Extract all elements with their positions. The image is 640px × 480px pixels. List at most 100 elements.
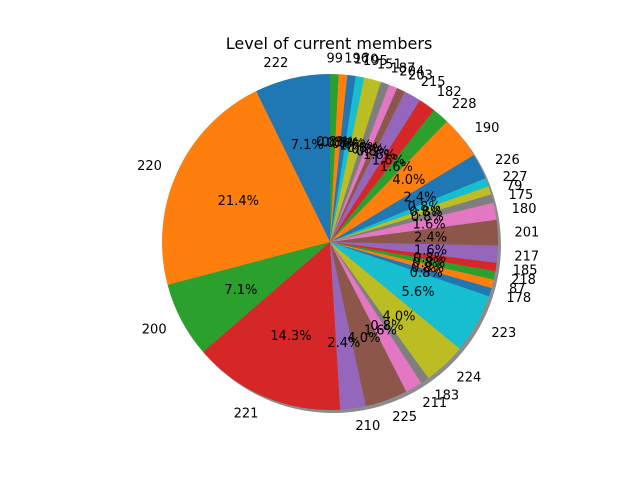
category-label-226: 226 bbox=[495, 153, 520, 168]
slice-224 bbox=[330, 242, 460, 379]
percent-label-225: 4.0% bbox=[347, 331, 380, 346]
slice-79 bbox=[330, 186, 492, 242]
category-label-215: 215 bbox=[421, 75, 446, 90]
category-label-187: 187 bbox=[391, 61, 416, 76]
category-label-227: 227 bbox=[503, 170, 528, 185]
category-label-203: 203 bbox=[408, 69, 433, 84]
slice-215 bbox=[330, 91, 420, 243]
percent-label-220: 21.4% bbox=[218, 194, 259, 209]
percent-label-195: 0.8% bbox=[332, 137, 365, 152]
slice-203 bbox=[330, 87, 405, 243]
category-label-175: 175 bbox=[509, 188, 534, 203]
slice-226 bbox=[330, 155, 486, 242]
category-label-170: 170 bbox=[354, 53, 379, 68]
category-label-99: 99 bbox=[326, 51, 343, 66]
percent-label-215: 1.6% bbox=[363, 148, 396, 163]
category-label-87: 87 bbox=[509, 282, 526, 297]
percent-label-175: 0.8% bbox=[411, 210, 444, 225]
percent-label-227: 0.8% bbox=[408, 200, 441, 215]
category-label-228: 228 bbox=[452, 97, 477, 112]
slice-201 bbox=[330, 219, 498, 246]
slice-211 bbox=[330, 242, 422, 392]
slice-190 bbox=[330, 121, 474, 242]
category-label-185: 185 bbox=[513, 263, 538, 278]
category-label-183: 183 bbox=[434, 389, 459, 404]
percent-label-211: 1.6% bbox=[364, 323, 397, 338]
slice-175 bbox=[330, 194, 494, 242]
percent-label-79: 0.8% bbox=[409, 205, 442, 220]
category-label-195: 195 bbox=[363, 54, 388, 69]
slice-187 bbox=[330, 81, 390, 242]
slice-217 bbox=[330, 242, 498, 263]
percent-label-201: 2.4% bbox=[414, 230, 447, 245]
percent-label-226: 2.4% bbox=[403, 191, 436, 206]
slice-228 bbox=[330, 110, 447, 243]
slice-151 bbox=[330, 77, 381, 243]
slice-196 bbox=[330, 74, 348, 242]
slice-182 bbox=[330, 100, 434, 243]
slice-183 bbox=[330, 242, 429, 384]
category-label-221: 221 bbox=[234, 406, 259, 421]
slice-227 bbox=[330, 178, 489, 242]
pie-slices bbox=[162, 74, 498, 411]
percent-label-178: 0.8% bbox=[410, 266, 443, 281]
category-label-220: 220 bbox=[137, 159, 162, 174]
category-label-211: 211 bbox=[422, 396, 447, 411]
percent-label-204: 0.8% bbox=[351, 143, 384, 158]
percent-label-203: 0.8% bbox=[356, 145, 389, 160]
slice-185 bbox=[330, 242, 497, 272]
category-label-201: 201 bbox=[515, 226, 540, 241]
category-label-182: 182 bbox=[437, 85, 462, 100]
percent-label-210: 2.4% bbox=[327, 336, 360, 351]
category-label-151: 151 bbox=[377, 57, 402, 72]
slice-222 bbox=[256, 74, 330, 242]
percent-label-196: 0.8% bbox=[321, 135, 354, 150]
slice-218 bbox=[330, 242, 496, 280]
category-label-178: 178 bbox=[506, 291, 531, 306]
slice-204 bbox=[330, 84, 398, 243]
category-label-79: 79 bbox=[506, 179, 523, 194]
slice-170 bbox=[330, 74, 356, 242]
category-label-200: 200 bbox=[142, 322, 167, 337]
percent-label-222: 7.1% bbox=[291, 138, 324, 153]
percent-label-183: 0.8% bbox=[370, 319, 403, 334]
percent-label-151: 1.6% bbox=[339, 139, 372, 154]
percent-label-223: 5.6% bbox=[402, 285, 435, 300]
category-label-204: 204 bbox=[399, 65, 424, 80]
percent-label-99: 0.8% bbox=[316, 135, 349, 150]
slice-178 bbox=[330, 242, 492, 297]
slice-221 bbox=[203, 242, 341, 411]
category-label-218: 218 bbox=[511, 273, 536, 288]
slice-225 bbox=[330, 242, 407, 407]
slice-195 bbox=[330, 75, 365, 242]
category-label-223: 223 bbox=[491, 326, 516, 341]
category-label-217: 217 bbox=[514, 249, 539, 264]
pie-category-labels: 2222202002212102252111832242231788721818… bbox=[137, 51, 539, 434]
percent-label-185: 0.8% bbox=[413, 251, 446, 266]
chart-title: Level of current members bbox=[226, 34, 433, 53]
slice-210 bbox=[330, 242, 366, 410]
percent-label-224: 4.0% bbox=[382, 309, 415, 324]
category-label-180: 180 bbox=[512, 202, 537, 217]
slice-87 bbox=[330, 242, 494, 289]
percent-label-218: 0.8% bbox=[412, 256, 445, 271]
category-label-190: 190 bbox=[475, 121, 500, 136]
category-label-196: 196 bbox=[344, 52, 369, 67]
slice-200 bbox=[167, 242, 330, 353]
percent-label-170: 0.8% bbox=[326, 136, 359, 151]
percent-label-187: 0.8% bbox=[347, 141, 380, 156]
category-label-225: 225 bbox=[392, 410, 417, 425]
pie-percent-labels: 7.1%21.4%7.1%14.3% 2.4%4.0%1.6%0.8%4.0%5.… bbox=[218, 135, 448, 351]
percent-label-182: 1.6% bbox=[372, 154, 405, 169]
slice-223 bbox=[330, 242, 489, 349]
percent-label-228: 1.6% bbox=[380, 160, 413, 175]
slice-220 bbox=[162, 91, 330, 285]
percent-label-221: 14.3% bbox=[270, 329, 311, 344]
percent-label-87: 0.8% bbox=[411, 261, 444, 276]
percent-label-190: 4.0% bbox=[392, 173, 425, 188]
slice-99 bbox=[330, 74, 339, 242]
category-label-224: 224 bbox=[457, 371, 482, 386]
slice-180 bbox=[330, 202, 497, 242]
percent-label-217: 1.6% bbox=[414, 243, 447, 258]
